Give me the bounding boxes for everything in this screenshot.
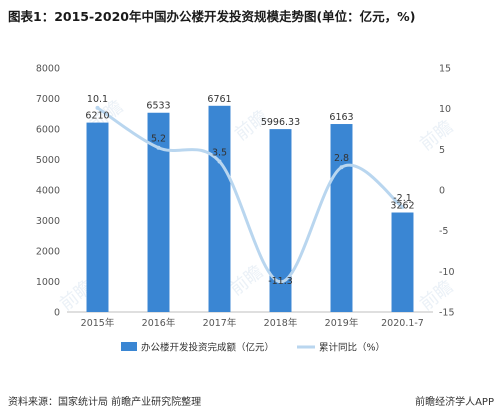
line-point <box>217 159 222 164</box>
y-left-tick-label: 0 <box>54 308 60 319</box>
line-value-label: 3.5 <box>212 148 227 159</box>
data-labels: 6210 6533 6761 5996.33 6163 3262 10.1 5.2 3.5 -11… <box>85 94 414 287</box>
line-value-label: 2.8 <box>334 153 349 164</box>
line-point <box>156 145 161 150</box>
legend-line-label: 累计同比（%） <box>319 342 385 354</box>
line-series <box>95 105 405 284</box>
y-left-tick-label: 8000 <box>36 64 60 75</box>
bar-value-label: 6210 <box>85 111 109 122</box>
y-right-tick-label: 15 <box>439 64 451 75</box>
line-value-label: -2.1 <box>393 193 412 204</box>
y-right-tick-label: 10 <box>439 104 451 115</box>
bar-value-label: 6163 <box>329 112 353 123</box>
line-value-label: -11.3 <box>268 276 293 287</box>
line-value-label: 10.1 <box>87 94 108 105</box>
legend-bar-label: 办公楼开发投资完成额（亿元） <box>141 342 274 354</box>
y-right-tick-label: -10 <box>439 267 455 278</box>
line-point <box>95 105 100 110</box>
line-value-label: 5.2 <box>151 134 166 145</box>
bar-series <box>86 105 414 313</box>
bar <box>147 112 170 312</box>
x-tick-label: 2015年 <box>81 317 115 329</box>
y-right-tick-label: -15 <box>439 308 455 319</box>
y-right-tick-label: 0 <box>439 186 445 197</box>
chart-title: 图表1：2015-2020年中国办公楼开发投资规模走势图(单位：亿元，%) <box>8 9 416 24</box>
bar-value-label: 5996.33 <box>261 117 300 128</box>
bar <box>208 105 231 313</box>
bar <box>86 122 109 312</box>
x-tick-label: 2020.1-7 <box>381 318 424 329</box>
line-point <box>278 279 283 284</box>
y-right-tick-label: 5 <box>439 145 445 156</box>
bar <box>269 129 292 312</box>
x-tick-label: 2018年 <box>264 317 298 329</box>
legend: 办公楼开发投资完成额（亿元） 累计同比（%） <box>121 342 385 354</box>
y-right-tick-label: -5 <box>439 226 448 237</box>
brand-label: 前瞻经济学人APP <box>415 397 494 408</box>
bar <box>391 212 414 312</box>
y-left-tick-label: 3000 <box>36 216 60 227</box>
bar <box>330 124 353 312</box>
y-left-tick-label: 4000 <box>36 186 60 197</box>
bar-value-label: 3262 <box>390 201 414 212</box>
x-tick-label: 2019年 <box>325 317 359 329</box>
line-point <box>400 205 405 210</box>
line-point <box>339 165 344 170</box>
legend-bar-swatch <box>121 342 137 351</box>
bar-value-label: 6761 <box>207 94 231 105</box>
y-left-tick-label: 2000 <box>36 247 60 258</box>
source-note: 资料来源：国家统计局 前瞻产业研究院整理 <box>8 397 202 408</box>
x-tick-label: 2016年 <box>142 317 176 329</box>
x-tick-label: 2017年 <box>203 317 237 329</box>
y-left-tick-label: 7000 <box>36 94 60 105</box>
watermark: 前瞻 <box>416 116 457 155</box>
y-left-tick-label: 6000 <box>36 125 60 136</box>
watermark: 前瞻 <box>226 261 267 300</box>
axes: 0 1000 2000 3000 4000 5000 6000 7000 8000 -15 -10 -… <box>36 64 455 330</box>
bar-value-label: 6533 <box>146 101 170 112</box>
y-left-tick-label: 1000 <box>36 277 60 288</box>
y-left-tick-label: 5000 <box>36 155 60 166</box>
